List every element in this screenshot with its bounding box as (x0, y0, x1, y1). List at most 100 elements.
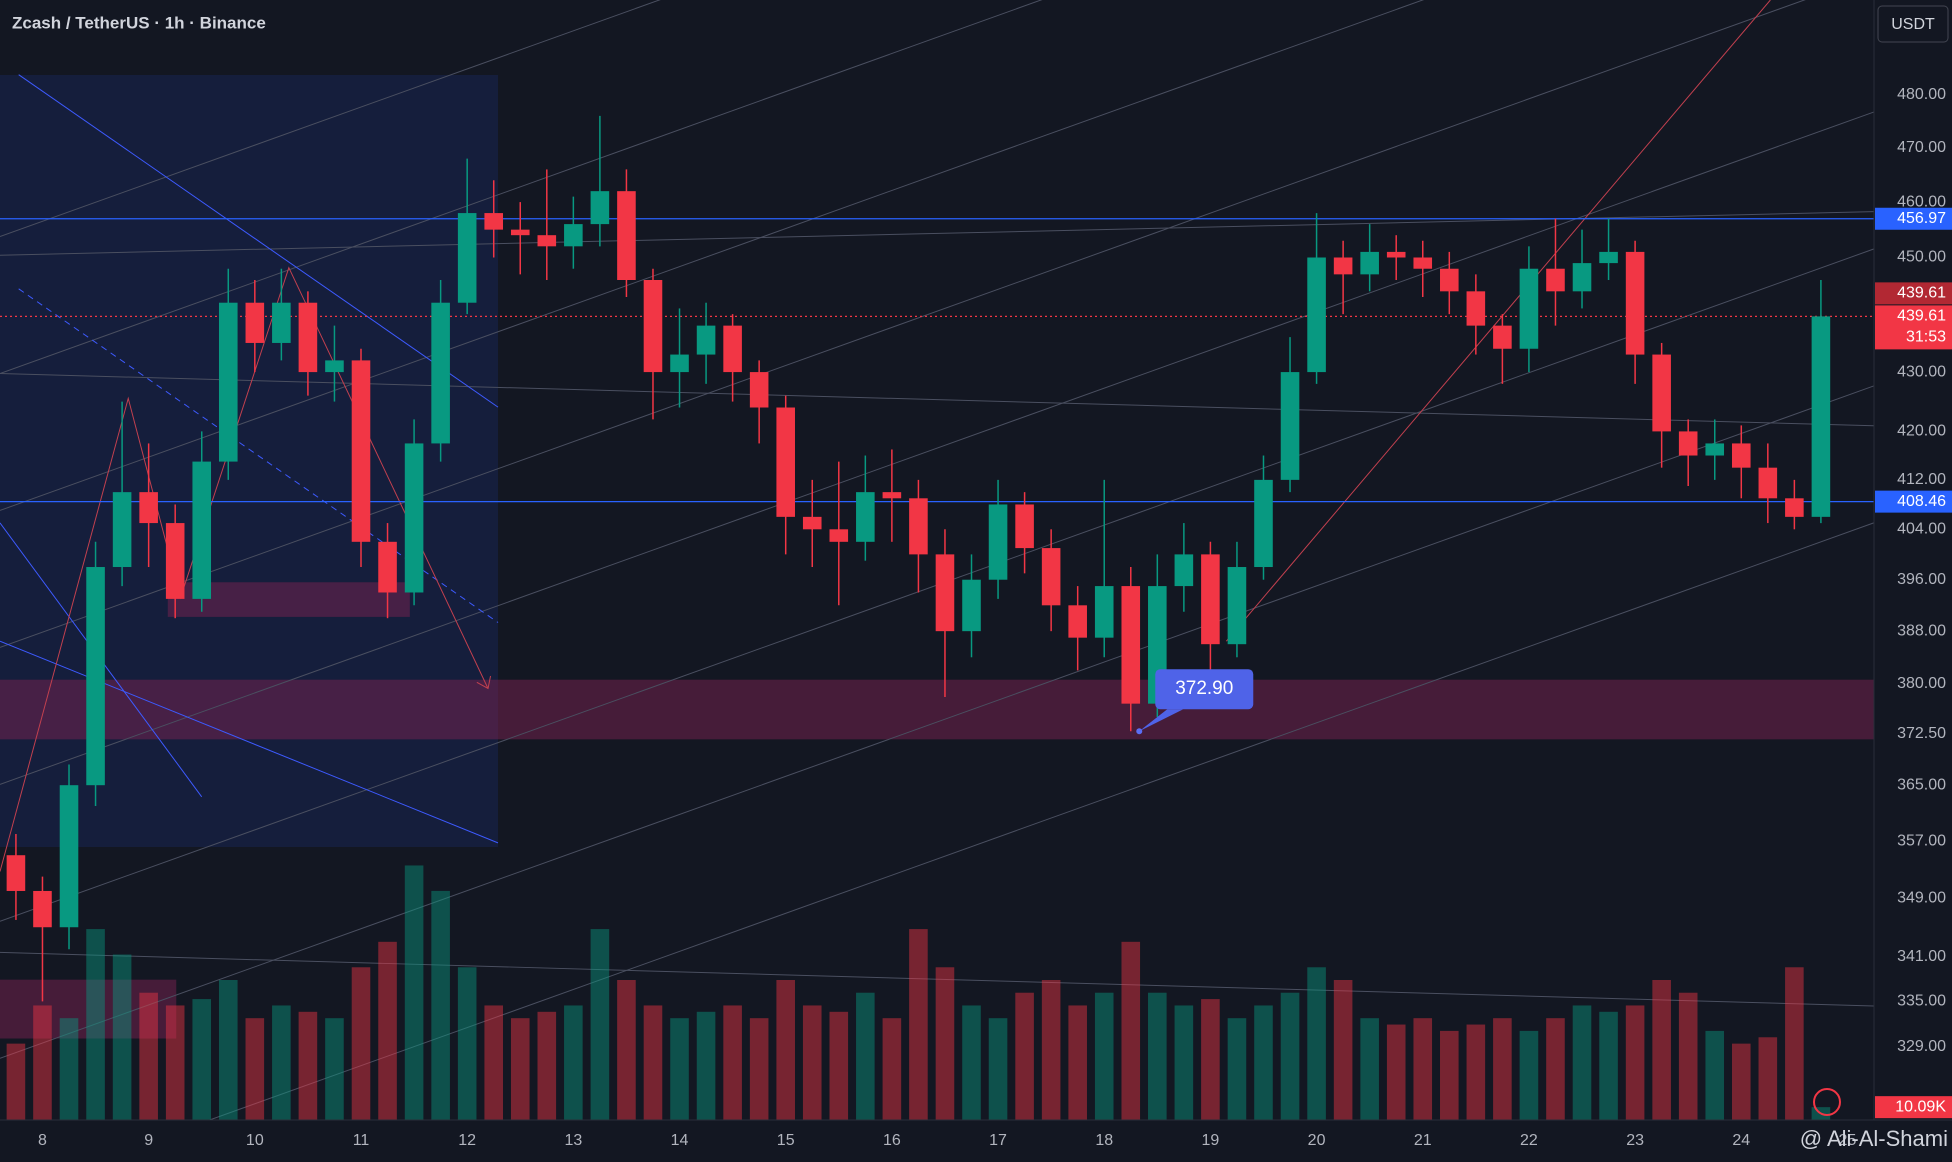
x-tick-label: 23 (1626, 1132, 1644, 1149)
trend-line (0, 0, 1806, 648)
x-tick-label: 12 (458, 1132, 476, 1149)
volume-bar (245, 1018, 265, 1120)
price-label: 439.61 (1897, 308, 1946, 325)
candle-body (1519, 268, 1539, 349)
candle-body (802, 516, 822, 530)
candle-body (245, 302, 265, 343)
y-tick-label: 420.00 (1897, 423, 1946, 440)
volume-bar (378, 941, 397, 1120)
annotation-box (1155, 669, 1254, 710)
candle-body (1625, 251, 1645, 355)
volume-bar (1546, 1018, 1565, 1120)
volume-bar (1599, 1011, 1618, 1120)
volume-bar (882, 1018, 902, 1120)
y-tick-label: 388.00 (1897, 622, 1946, 639)
volume-bar (1227, 1018, 1247, 1120)
candle-body (378, 541, 397, 593)
candle-body (1068, 605, 1087, 638)
volume-bar (590, 929, 610, 1120)
annotations: 372.90 (1136, 669, 1254, 735)
candle-body (696, 325, 716, 355)
volume-bar (272, 1005, 291, 1120)
volume-bar (909, 929, 928, 1120)
currency-button[interactable] (1877, 5, 1949, 43)
candle-body (1254, 479, 1273, 568)
trend-line (0, 0, 1043, 374)
y-tick-label: 480.00 (1897, 86, 1946, 103)
volume-bar (1678, 992, 1698, 1120)
trend-line (91, 522, 1874, 1162)
y-tick-label: 450.00 (1897, 249, 1946, 266)
candle-body (1546, 268, 1565, 292)
x-tick-label: 21 (1414, 1132, 1432, 1149)
volume-bar (988, 1018, 1008, 1120)
volume-bar (457, 967, 477, 1120)
volume-label: 10.09K (1895, 1098, 1946, 1115)
volume-bar (1121, 941, 1141, 1120)
x-tick-label: 15 (777, 1132, 795, 1149)
candle-body (351, 360, 371, 542)
x-tick-label: 24 (1732, 1132, 1750, 1149)
candle-body (590, 191, 610, 225)
x-tick-label: 14 (671, 1132, 689, 1149)
candle-body (962, 579, 981, 632)
candle-body (457, 213, 477, 303)
y-tick-label: 349.00 (1897, 889, 1946, 906)
candle-body (6, 855, 26, 891)
alert-icon[interactable] (1813, 1088, 1841, 1116)
candle-body (776, 407, 795, 517)
volume-bar (298, 1011, 318, 1120)
volume-bar (802, 1005, 822, 1120)
volume-bar (935, 967, 955, 1120)
currency-label[interactable]: USDT (1891, 16, 1935, 33)
volume-bar (351, 967, 371, 1120)
watermark: @ Ali-Al-Shami (1800, 1126, 1948, 1151)
candle-body (1041, 548, 1061, 606)
trend-line (0, 373, 1874, 427)
x-tick-label: 17 (989, 1132, 1007, 1149)
volume-bar (723, 1005, 742, 1120)
volume-bar (1625, 1005, 1645, 1120)
candle-body (59, 785, 79, 928)
volume-bar (1652, 980, 1671, 1120)
volume-bar (1148, 992, 1167, 1120)
candle-body (1652, 354, 1671, 432)
annotation-pointer (1139, 709, 1184, 732)
candle-body (1572, 263, 1592, 292)
volume-bar (33, 1005, 52, 1120)
trend-line (0, 0, 1425, 511)
candle-body (1599, 251, 1618, 264)
candle-body (856, 492, 875, 542)
x-tick-label: 10 (246, 1132, 264, 1149)
volume-bar (696, 1011, 716, 1120)
candle-body (218, 302, 238, 462)
candle-body (431, 302, 450, 444)
candle-body (1015, 504, 1034, 549)
volume-bar (325, 1018, 344, 1120)
candle-body (1386, 251, 1406, 258)
levels (0, 218, 1874, 503)
x-tick-label: 19 (1202, 1132, 1220, 1149)
y-tick-label: 372.50 (1897, 725, 1946, 742)
x-tick-label: 8 (38, 1132, 47, 1149)
candle-body (165, 523, 185, 599)
candle-body (564, 224, 583, 247)
trend-line (0, 0, 661, 238)
x-tick-label: 9 (144, 1132, 153, 1149)
trend-line (1225, 0, 1771, 642)
candle-body (643, 280, 663, 373)
price-axis (1874, 0, 1952, 1162)
channel-lines (0, 0, 1874, 1162)
y-tick-label: 460.00 (1897, 193, 1946, 210)
volume-bar (1758, 1037, 1778, 1120)
volume-bar (1572, 1005, 1592, 1120)
volume-bar (1413, 1018, 1433, 1120)
volume-bar (962, 1005, 981, 1120)
volume-bar (643, 1005, 663, 1120)
candle-body (909, 498, 928, 555)
candle-body (1174, 554, 1194, 587)
volume-bar (139, 992, 158, 1120)
candle-body (510, 229, 530, 236)
volume-bar (404, 865, 424, 1120)
